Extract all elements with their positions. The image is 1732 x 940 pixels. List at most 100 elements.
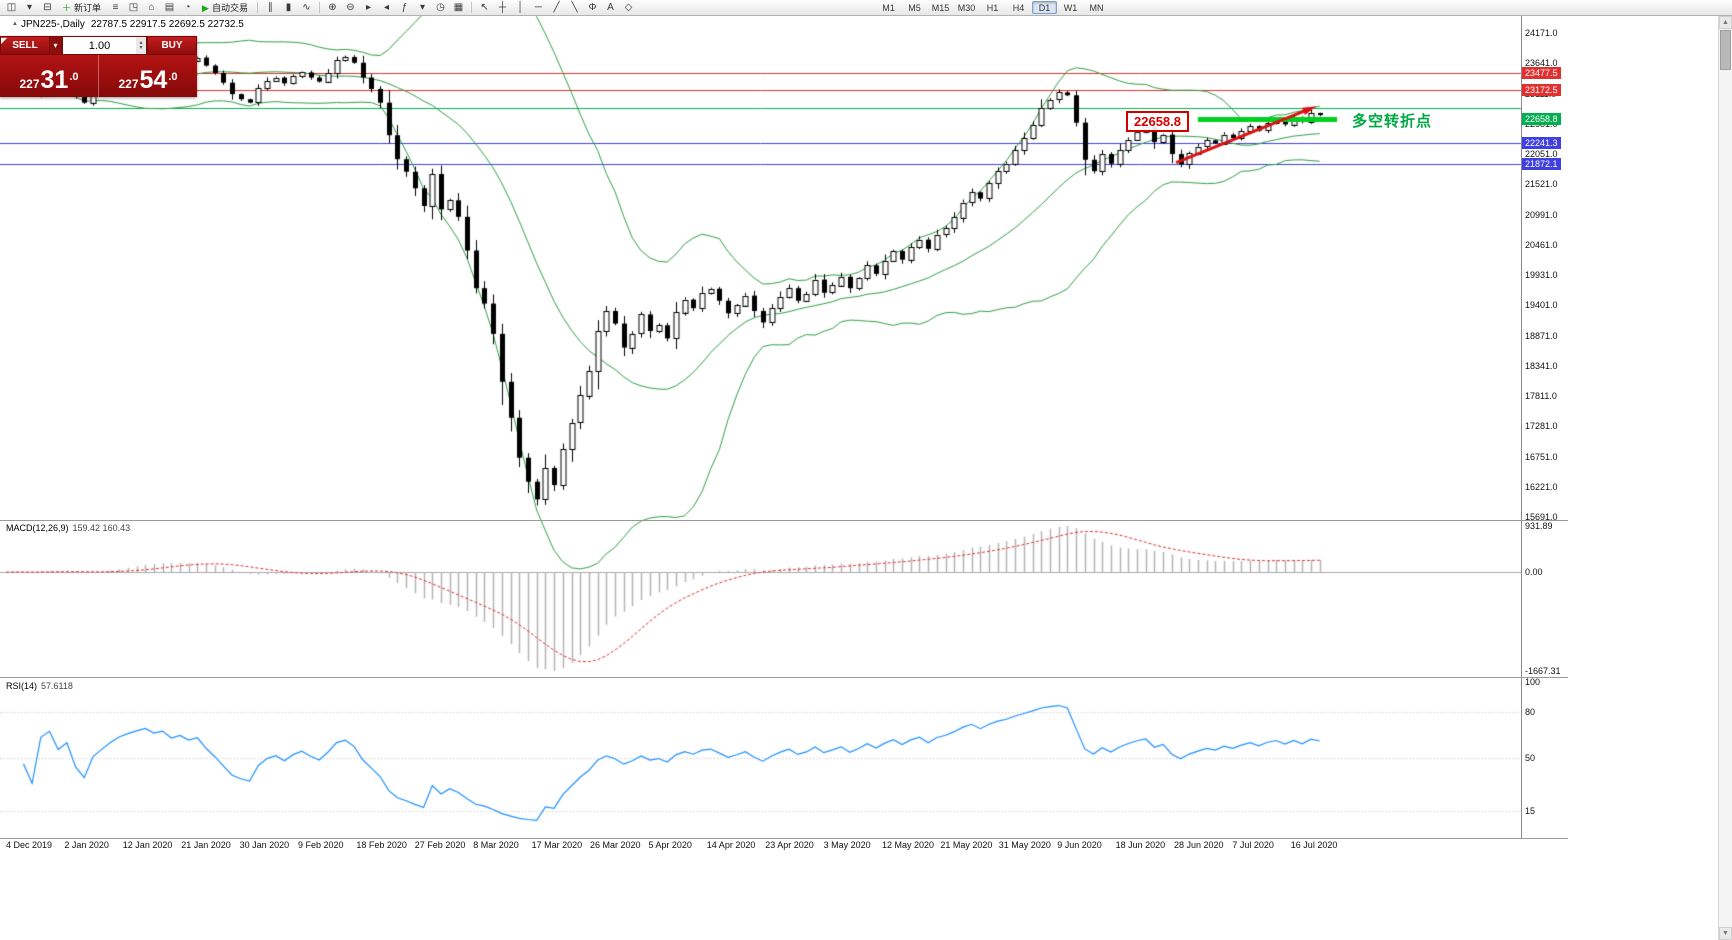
date-axis-label: 30 Jan 2020 (239, 840, 290, 850)
vertical-line-button[interactable]: │ (512, 1, 529, 14)
timeframe-m1-button[interactable]: M1 (876, 1, 901, 14)
date-axis-label: 9 Feb 2020 (298, 840, 344, 850)
rsi-panel-separator[interactable] (0, 677, 1568, 678)
macd-panel-separator[interactable] (0, 520, 1568, 521)
date-axis-label: 21 Jan 2020 (181, 840, 231, 850)
scroll-down-icon[interactable]: ▼ (1719, 927, 1732, 940)
date-axis-label: 27 Feb 2020 (414, 840, 466, 850)
volume-down-icon[interactable]: ▾ (139, 44, 143, 51)
horizontal-line-button[interactable]: ─ (530, 1, 547, 14)
price-axis-label: 22051.0 (1525, 149, 1558, 159)
timeframe-h1-button[interactable]: H1 (980, 1, 1005, 14)
timeframe-m15-button[interactable]: M15 (928, 1, 953, 14)
date-axis-label: 2 Jan 2020 (64, 840, 109, 850)
market-watch-button[interactable]: ≡ (107, 1, 124, 14)
cursor-button[interactable]: ↖ (476, 1, 493, 14)
date-axis-label: 7 Jul 2020 (1232, 840, 1274, 850)
navigator-icon: ⌂ (148, 1, 155, 13)
sell-price[interactable]: 227 31.0 (0, 55, 98, 97)
ohlc-values: 22787.5 22917.5 22692.5 22732.5 (90, 19, 244, 30)
candlestick-chart-button[interactable]: ▮ (280, 1, 297, 14)
cursor-icon: ↖ (480, 1, 489, 13)
timeframe-m30-button[interactable]: M30 (954, 1, 979, 14)
indicators-dropdown-button[interactable]: ▾ (414, 1, 431, 14)
timeframe-d1-button[interactable]: D1 (1032, 1, 1057, 14)
indicators-button[interactable]: ƒ (396, 1, 413, 14)
price-axis-label: 16221.0 (1525, 481, 1558, 492)
volume-up-icon[interactable]: ▴ (139, 39, 143, 46)
date-axis-label: 31 May 2020 (998, 840, 1051, 850)
main-toolbar: ◫ ▾ ⊟ ＋新订单 ≡ ◳ ⌂ ▤ ◔ ▶ 自动交易 ∥ ▮ ∿ ⊕ ⊖ ▸ ◂ ƒ ▾ ◷ ▦ ↖ ┼ │ ─ ╱ ╲ Φ A ◇ M1… (0, 0, 1732, 16)
timeframe-m5-button[interactable]: M5 (902, 1, 927, 14)
scrollbar-thumb[interactable] (1720, 30, 1731, 70)
price-axis-label: 23641.0 (1525, 58, 1558, 69)
timeframe-h4-button[interactable]: H4 (1006, 1, 1031, 14)
buy-button[interactable]: BUY (147, 36, 197, 55)
line-chart-icon: ∿ (302, 1, 311, 13)
crosshair-button[interactable]: ┼ (494, 1, 511, 14)
volume-input[interactable] (63, 37, 136, 54)
profiles-icon: ⊟ (43, 1, 52, 13)
rsi-axis-label: 80 (1525, 707, 1536, 718)
sell-price-big-digits: 31 (40, 66, 69, 94)
sell-dropdown-icon[interactable]: ▾ (50, 36, 62, 55)
bar-chart-button[interactable]: ∥ (262, 1, 279, 14)
auto-scroll-button[interactable]: ▸ (360, 1, 377, 14)
buy-price[interactable]: 227 54.0 (99, 55, 197, 97)
autotrading-button[interactable]: ▶ 自动交易 (197, 1, 253, 14)
rsi-axis-label: 15 (1525, 806, 1536, 817)
channel-button[interactable]: ╲ (566, 1, 583, 14)
macd-name: MACD(12,26,9) (6, 523, 69, 533)
new-order-label: 新订单 (74, 2, 102, 13)
periods-button[interactable]: ◷ (432, 1, 449, 14)
scroll-up-icon[interactable]: ▲ (1719, 16, 1732, 29)
price-axis-label: 16751.0 (1525, 451, 1558, 462)
price-badge: 22241.3 (1522, 137, 1561, 150)
price-axis-label: 17811.0 (1525, 391, 1557, 401)
text-label-button[interactable]: A (602, 1, 619, 14)
rsi-label: RSI(14) 57.6118 (6, 681, 73, 691)
horizontal-line-icon: ─ (534, 1, 543, 13)
fibonacci-button[interactable]: Φ (584, 1, 601, 14)
templates-button[interactable]: ▦ (450, 1, 467, 14)
oct-collapse-arrow-icon[interactable]: ◤ (1, 36, 8, 45)
text-label-icon: A (607, 1, 614, 13)
terminal-button[interactable]: ▤ (161, 1, 178, 14)
date-axis-label: 18 Feb 2020 (356, 840, 407, 850)
chart-dropdown-icon: ▾ (26, 1, 33, 13)
data-window-button[interactable]: ◳ (125, 1, 142, 14)
chart-area: ▲ JPN225-,Daily 22787.5 22917.5 22692.5 22… (0, 16, 1732, 940)
chart-shift-button[interactable]: ◂ (378, 1, 395, 14)
new-order-button[interactable]: ＋新订单 (57, 1, 106, 14)
profiles-button[interactable]: ⊟ (39, 1, 56, 14)
price-chart-canvas[interactable] (0, 16, 1732, 940)
price-badge: 21872.1 (1522, 158, 1561, 171)
navigator-button[interactable]: ⌂ (143, 1, 160, 14)
strategy-tester-button[interactable]: ◔ (179, 1, 196, 14)
price-badge: 23172.5 (1522, 83, 1561, 96)
toolbar-separator (256, 2, 258, 13)
toolbar-separator (470, 2, 472, 13)
price-axis-label: 18341.0 (1525, 360, 1558, 371)
shapes-button[interactable]: ◇ (620, 1, 637, 14)
trendline-button[interactable]: ╱ (548, 1, 565, 14)
autotrading-icon: ▶ (202, 2, 209, 13)
line-chart-button[interactable]: ∿ (298, 1, 315, 14)
strategy-tester-icon: ◔ (184, 1, 191, 13)
volume-spinner[interactable]: ▴ ▾ (136, 37, 146, 54)
chart-dropdown-button[interactable]: ▾ (21, 1, 38, 14)
zoom-out-button[interactable]: ⊖ (342, 1, 359, 14)
sell-price-decimals: .0 (69, 71, 79, 83)
price-axis-border (1521, 16, 1522, 838)
date-axis-label: 12 Jan 2020 (122, 840, 173, 850)
price-axis-label: 17281.0 (1525, 421, 1558, 432)
vertical-scrollbar[interactable]: ▲ ▼ (1718, 16, 1732, 940)
macd-axis-label: 931.89 (1525, 521, 1553, 531)
timeframe-mn-button[interactable]: MN (1084, 1, 1109, 14)
timeframe-w1-button[interactable]: W1 (1058, 1, 1083, 14)
symbol-marker-icon: ▲ (12, 21, 18, 27)
sell-button[interactable]: SELL (0, 36, 50, 55)
new-chart-button[interactable]: ◫ (3, 1, 20, 14)
zoom-in-button[interactable]: ⊕ (324, 1, 341, 14)
